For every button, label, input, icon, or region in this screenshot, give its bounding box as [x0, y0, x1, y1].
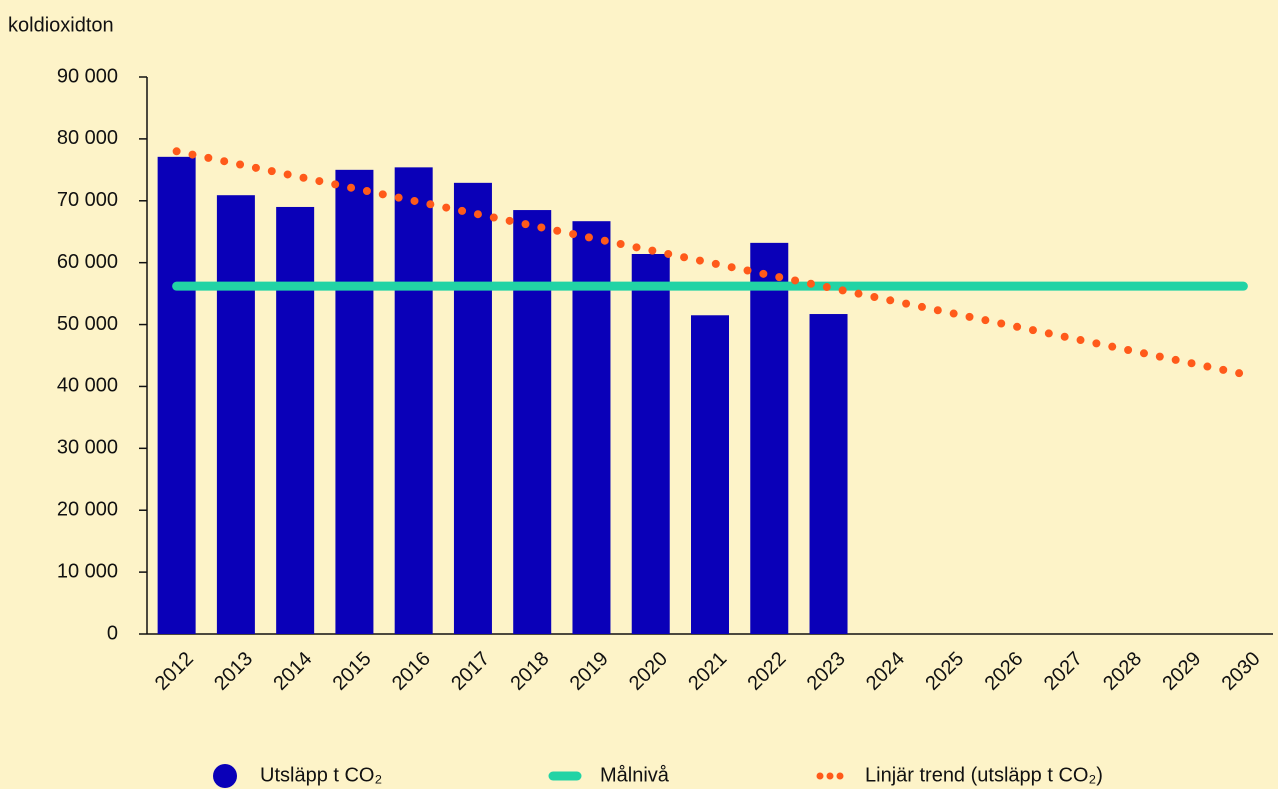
bar	[157, 156, 196, 634]
y-tick-label: 50 000	[57, 313, 118, 335]
x-tick-label: 2030	[1218, 648, 1265, 695]
y-tick-label: 40 000	[57, 375, 118, 397]
bar	[216, 195, 255, 635]
trend-line	[172, 147, 1248, 379]
bar	[394, 167, 433, 634]
x-tick-label: 2021	[684, 648, 731, 695]
y-tick-label: 30 000	[57, 437, 118, 459]
x-tick-label: 2019	[566, 648, 613, 695]
y-tick-label: 70 000	[57, 189, 118, 211]
x-tick-label: 2024	[862, 648, 909, 695]
x-tick-label: 2029	[1158, 648, 1205, 695]
y-tick-label: 20 000	[57, 499, 118, 521]
bar	[691, 315, 729, 634]
y-tick-label: 60 000	[57, 251, 118, 273]
x-tick-label: 2023	[803, 648, 850, 695]
legend-swatch	[213, 764, 237, 788]
bar	[631, 254, 670, 634]
bar	[750, 242, 789, 634]
y-axis-label: koldioxidton	[8, 14, 114, 36]
legend-swatch	[826, 772, 834, 780]
legend-label: Linjär trend (utsläpp t CO₂)	[865, 764, 1103, 786]
x-tick-label: 2016	[388, 648, 435, 695]
x-tick-label: 2012	[151, 648, 198, 695]
x-tick-label: 2026	[981, 648, 1028, 695]
legend-swatch	[836, 772, 844, 780]
x-tick-label: 2027	[1040, 648, 1087, 695]
legend-swatch	[816, 772, 824, 780]
bar	[276, 206, 315, 634]
x-tick-label: 2025	[921, 648, 968, 695]
bar	[809, 314, 848, 634]
legend-label: Utsläpp t CO₂	[260, 764, 382, 786]
x-tick-label: 2018	[506, 648, 553, 695]
y-tick-label: 80 000	[57, 127, 118, 149]
x-tick-label: 2014	[269, 648, 316, 695]
y-tick-label: 0	[107, 622, 118, 644]
x-tick-label: 2022	[744, 648, 791, 695]
bar	[453, 182, 492, 634]
x-tick-label: 2015	[329, 648, 376, 695]
x-tick-label: 2028	[1099, 648, 1146, 695]
y-tick-label: 10 000	[57, 560, 118, 582]
x-tick-label: 2013	[210, 648, 257, 695]
legend-label: Målnivå	[600, 764, 670, 786]
x-tick-label: 2020	[625, 648, 672, 695]
x-tick-label: 2017	[447, 648, 494, 695]
y-tick-label: 90 000	[57, 65, 118, 87]
bar	[335, 169, 374, 635]
bar	[513, 210, 552, 635]
